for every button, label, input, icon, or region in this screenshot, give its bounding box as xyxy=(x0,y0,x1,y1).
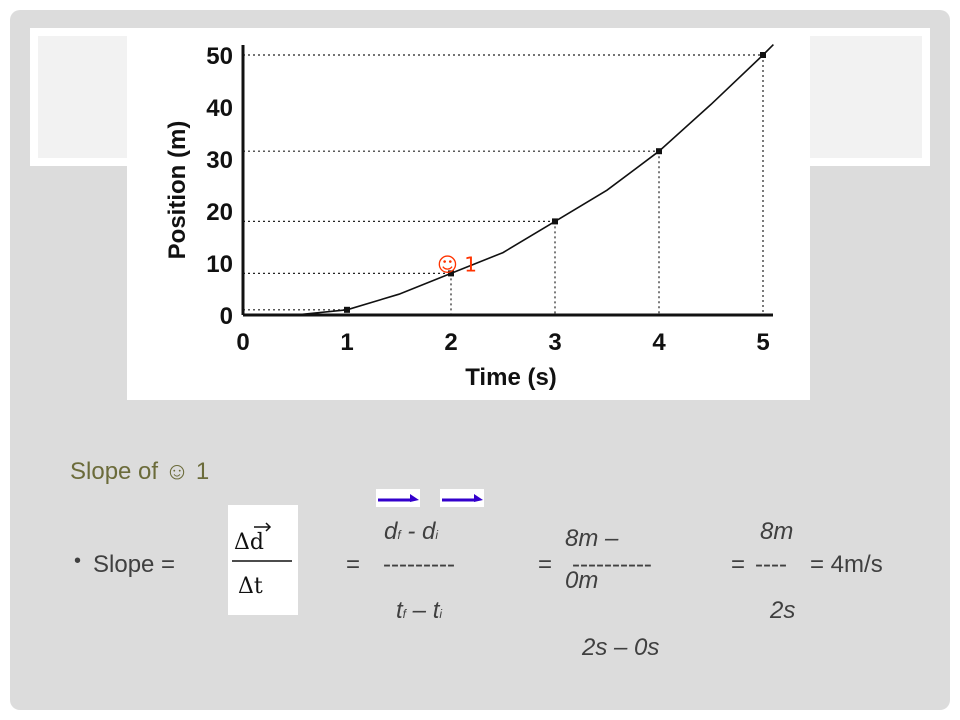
y-tick-50: 50 xyxy=(206,43,233,70)
x-axis-label: Time (s) xyxy=(465,364,557,391)
x-tick-4: 4 xyxy=(652,329,666,356)
y-tick-40: 40 xyxy=(206,95,233,122)
delta-t: Δt xyxy=(238,574,263,599)
numerator-3: 8m xyxy=(760,518,794,545)
x-tick-labels: 0 1 2 3 4 5 xyxy=(236,329,769,356)
x-tick-3: 3 xyxy=(548,329,561,356)
x-tick-0: 0 xyxy=(236,329,249,356)
y-tick-30: 30 xyxy=(206,147,233,174)
numerator-2: 8m – 0m xyxy=(565,525,619,594)
data-point-4 xyxy=(656,148,662,155)
d-initial: d xyxy=(422,518,436,545)
vector-arrow-d-final xyxy=(376,489,420,507)
equals-1: = xyxy=(346,551,361,578)
fraction-dashes-1: --------- xyxy=(383,551,455,578)
data-point-2 xyxy=(448,270,454,277)
d-final-sub: f xyxy=(397,528,401,542)
y-tick-20: 20 xyxy=(206,199,233,226)
delta-formula: Δd Δt xyxy=(228,505,298,615)
x-tick-1: 1 xyxy=(340,329,353,356)
data-points xyxy=(344,52,766,313)
x-tick-5: 5 xyxy=(756,329,769,356)
y-tick-10: 10 xyxy=(206,251,233,278)
minus-2: – xyxy=(406,597,433,624)
y-axis-label: Position (m) xyxy=(164,121,191,260)
fraction-dashes-2: ---------- xyxy=(572,551,652,578)
denominator-3: 2s xyxy=(770,597,796,624)
vector-arrow-d-initial xyxy=(440,489,484,507)
data-point-5 xyxy=(760,52,766,58)
delta-d: Δd xyxy=(234,530,264,555)
t-final: t xyxy=(396,597,403,624)
equals-2: = xyxy=(538,551,553,578)
delta-formula-svg: Δd Δt xyxy=(232,522,292,599)
guide-lines xyxy=(243,54,764,315)
t-final-sub: f xyxy=(402,607,407,621)
denominator-t: tf – ti xyxy=(396,597,442,625)
data-point-3 xyxy=(552,218,558,225)
chart-svg: 0 1 2 3 4 5 0 10 20 30 40 50 Time (s) Position (m)… xyxy=(164,43,774,391)
slope-label: Slope = xyxy=(93,551,176,578)
equals-3: = xyxy=(731,551,746,578)
slope-title: Slope of ☺ 1 xyxy=(70,458,210,485)
data-point-1 xyxy=(344,306,350,313)
numerator-d: df - di xyxy=(384,518,438,546)
axes xyxy=(241,45,773,317)
result: = 4m/s xyxy=(810,551,883,578)
y-tick-labels: 0 10 20 30 40 50 xyxy=(206,43,233,330)
x-tick-2: 2 xyxy=(444,329,457,356)
d-final: d xyxy=(384,518,398,545)
fraction-dashes-3: ---- xyxy=(755,551,787,578)
annotation-smiley-1: ☺ 1 xyxy=(437,252,477,276)
y-tick-0: 0 xyxy=(220,303,233,330)
denominator-2: 2s – 0s xyxy=(582,634,660,661)
chart: 0 1 2 3 4 5 0 10 20 30 40 50 Time (s) Position (m)… xyxy=(127,28,810,400)
t-initial: t xyxy=(432,597,440,624)
t-initial-sub: i xyxy=(439,607,443,621)
minus-1: - xyxy=(400,518,423,545)
bullet: • xyxy=(74,550,82,572)
series-line xyxy=(294,44,774,316)
d-initial-sub: i xyxy=(435,528,439,542)
